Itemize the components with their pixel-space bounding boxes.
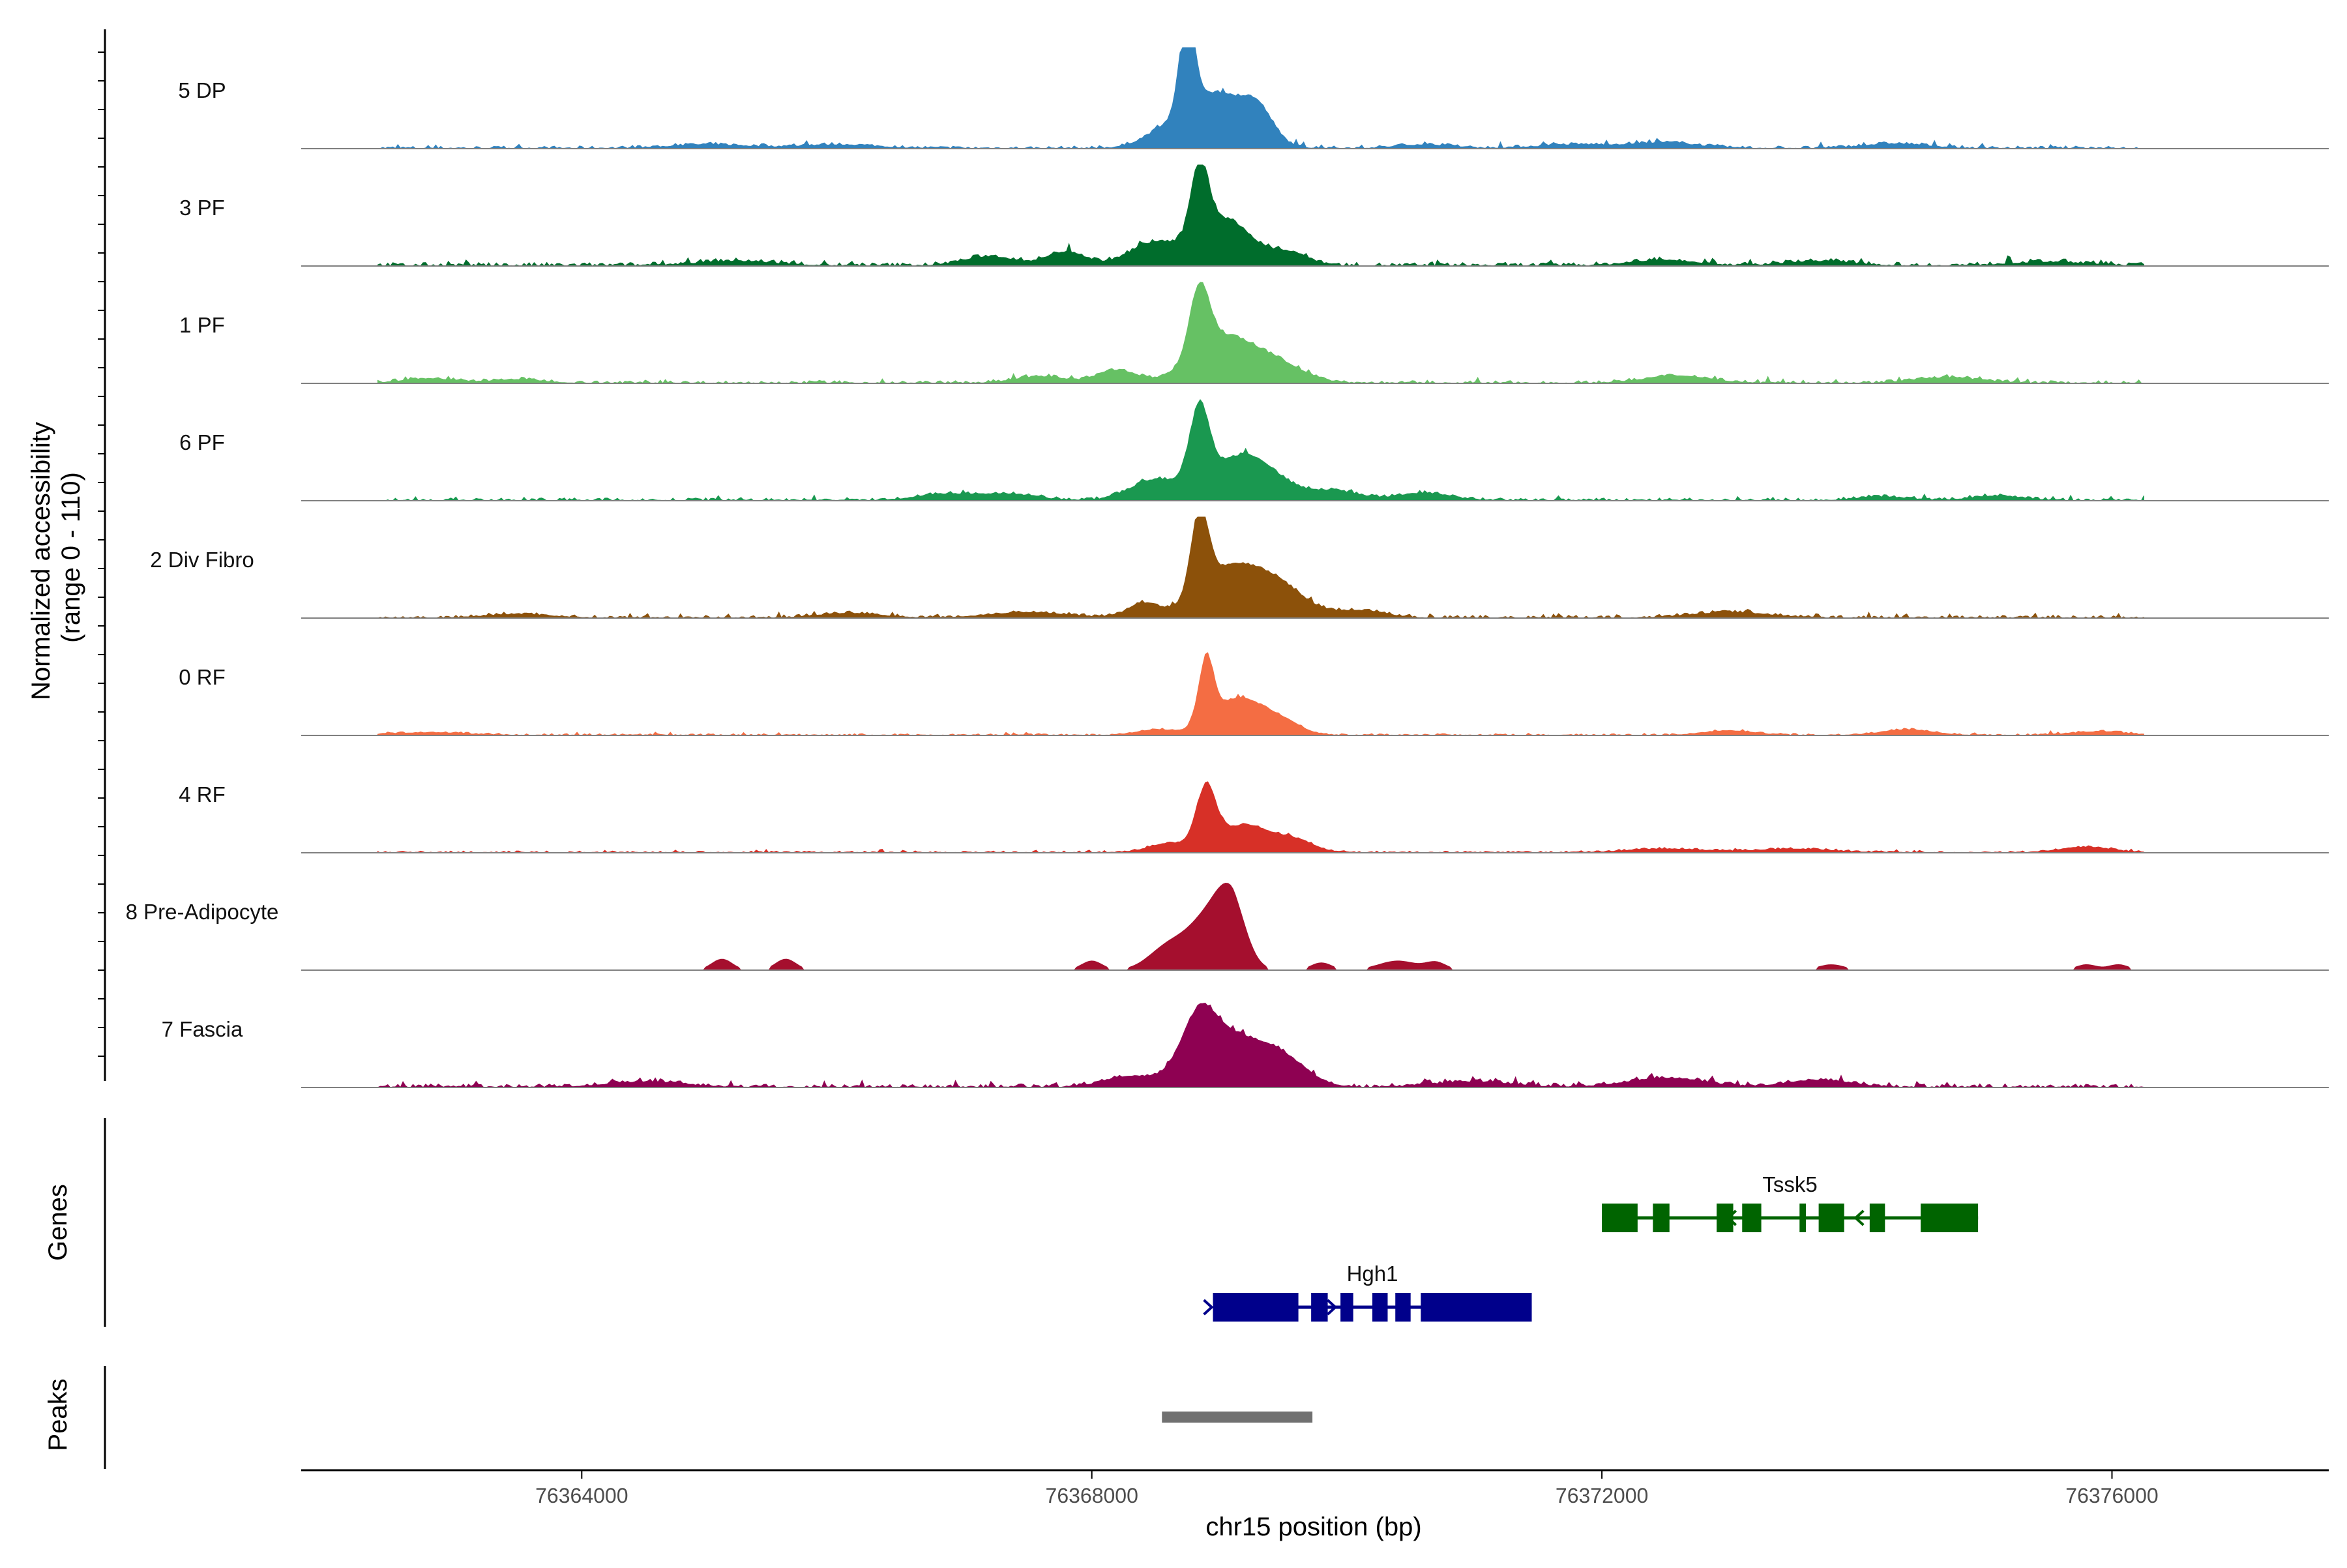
gene-exon xyxy=(1340,1293,1353,1322)
x-tick-label: 76376000 xyxy=(2065,1484,2158,1507)
track-area xyxy=(377,399,2144,501)
strand-arrow xyxy=(1326,1299,1338,1316)
axes-layer xyxy=(98,29,106,1469)
y-axis-label-line1: Normalized accessibility xyxy=(27,422,55,700)
y-axis-label: Normalized accessibility (range 0 - 110) xyxy=(27,415,85,700)
track-area xyxy=(377,516,2144,619)
track-label: 6 PF xyxy=(179,430,225,454)
peaks-panel-label: Peaks xyxy=(44,1378,72,1451)
x-tick-label: 76372000 xyxy=(1556,1484,1648,1507)
strand-arrow xyxy=(1726,1209,1737,1226)
track-label: 8 Pre-Adipocyte xyxy=(126,900,279,924)
gene-exon xyxy=(1213,1293,1299,1322)
track-label: 1 PF xyxy=(179,313,225,337)
track-area xyxy=(377,882,2144,971)
peak-region xyxy=(1162,1412,1313,1423)
gene-exon xyxy=(1742,1204,1762,1232)
y-axis-label-line2: (range 0 - 110) xyxy=(57,472,85,643)
gene-exon xyxy=(1311,1293,1328,1322)
track-label: 0 RF xyxy=(179,665,226,689)
accessibility-tracks: 5 DP 3 PF 1 PF 6 PF 2 Div Fibro 0 RF 4 RF 8 Pre… xyxy=(126,47,2329,1088)
gene-exon xyxy=(1921,1204,1979,1232)
gene-exon xyxy=(1421,1293,1532,1322)
x-axis: 76364000 76368000 76372000 76376000 xyxy=(301,1469,2329,1507)
gene-label: Hgh1 xyxy=(1347,1262,1398,1286)
track-label: 7 Fascia xyxy=(162,1017,243,1041)
track-area xyxy=(377,781,2144,853)
gene-exon xyxy=(1395,1293,1411,1322)
x-tick-label: 76368000 xyxy=(1046,1484,1138,1507)
x-tick-label: 76364000 xyxy=(535,1484,628,1507)
genes-panel-label: Genes xyxy=(44,1184,72,1261)
gene-exon xyxy=(1869,1204,1885,1232)
gene-exon xyxy=(1653,1204,1670,1232)
track-area xyxy=(377,282,2144,384)
gene-label: Tssk5 xyxy=(1762,1172,1817,1196)
track-area xyxy=(377,47,2144,149)
track-label: 5 DP xyxy=(178,78,226,102)
track-area xyxy=(377,164,2144,267)
strand-arrow xyxy=(1203,1299,1214,1316)
gene-exon xyxy=(1818,1204,1844,1232)
gene-exon xyxy=(1799,1204,1807,1232)
track-area xyxy=(377,652,2144,736)
track-label: 2 Div Fibro xyxy=(150,548,254,572)
gene-exon xyxy=(1372,1293,1388,1322)
strand-arrow xyxy=(1853,1209,1865,1226)
gene-exon xyxy=(1717,1204,1734,1232)
track-label: 3 PF xyxy=(179,196,225,220)
track-area xyxy=(377,1002,2144,1088)
gene-exon xyxy=(1602,1204,1638,1232)
peaks-track xyxy=(1162,1412,1313,1423)
genes-track: Tssk5 Hgh1 xyxy=(1203,1172,1979,1322)
track-label: 4 RF xyxy=(179,782,226,806)
x-axis-label: chr15 position (bp) xyxy=(1205,1513,1421,1541)
